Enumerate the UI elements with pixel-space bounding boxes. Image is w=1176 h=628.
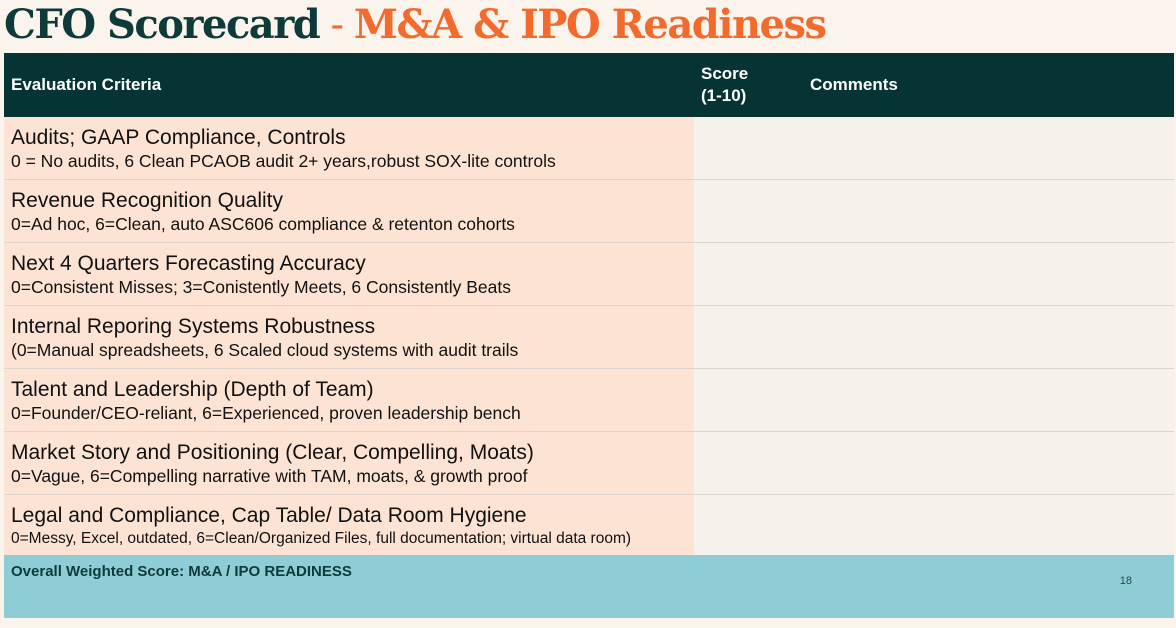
comments-cell[interactable]: [804, 369, 1174, 431]
table-row: Market Story and Positioning (Clear, Com…: [4, 432, 1174, 495]
criteria-cell: Legal and Compliance, Cap Table/ Data Ro…: [4, 495, 694, 555]
comments-cell[interactable]: [804, 117, 1174, 179]
criteria-description: 0 = No audits, 6 Clean PCAOB audit 2+ ye…: [11, 151, 556, 171]
criteria-name: Market Story and Positioning (Clear, Com…: [11, 441, 534, 464]
slide-title-separator: -: [319, 2, 354, 48]
comments-cell[interactable]: [804, 180, 1174, 242]
table-row: Audits; GAAP Compliance, Controls 0 = No…: [4, 117, 1174, 180]
page-number: 18: [1119, 575, 1132, 587]
criteria-description: 0=Consistent Misses; 3=Conistently Meets…: [11, 277, 511, 297]
score-cell[interactable]: [694, 369, 804, 431]
criteria-description: 0=Vague, 6=Compelling narrative with TAM…: [11, 466, 528, 486]
table-row: Internal Reporing Systems Robustness (0=…: [4, 306, 1174, 369]
criteria-description: (0=Manual spreadsheets, 6 Scaled cloud s…: [11, 340, 519, 360]
criteria-name: Next 4 Quarters Forecasting Accuracy: [11, 252, 366, 275]
header-score-line1: Score: [701, 64, 749, 83]
table-row: Legal and Compliance, Cap Table/ Data Ro…: [4, 495, 1174, 555]
table-row: Revenue Recognition Quality 0=Ad hoc, 6=…: [4, 180, 1174, 243]
score-cell[interactable]: [694, 306, 804, 368]
criteria-cell: Revenue Recognition Quality 0=Ad hoc, 6=…: [4, 180, 694, 242]
criteria-name: Internal Reporing Systems Robustness: [11, 315, 376, 338]
criteria-description: 0=Ad hoc, 6=Clean, auto ASC606 complianc…: [11, 214, 515, 234]
slide-title-subtitle: M&A & IPO Readiness: [353, 1, 827, 48]
criteria-cell: Audits; GAAP Compliance, Controls 0 = No…: [4, 117, 694, 179]
header-comments: Comments: [810, 75, 898, 94]
table-row: Talent and Leadership (Depth of Team) 0=…: [4, 369, 1174, 432]
score-cell[interactable]: [694, 243, 804, 305]
slide-title: CFO Scorecard - M&A & IPO Readiness: [4, 0, 827, 52]
slide-title-main: CFO Scorecard: [4, 1, 321, 48]
criteria-name: Revenue Recognition Quality: [11, 189, 283, 212]
score-cell[interactable]: [694, 117, 804, 179]
comments-cell[interactable]: [804, 243, 1174, 305]
criteria-cell: Next 4 Quarters Forecasting Accuracy 0=C…: [4, 243, 694, 305]
header-evaluation-criteria: Evaluation Criteria: [11, 75, 162, 94]
overall-score-label: Overall Weighted Score: M&A / IPO READIN…: [11, 563, 352, 580]
criteria-description: 0=Messy, Excel, outdated, 6=Clean/Organi…: [11, 530, 632, 547]
score-cell[interactable]: [694, 432, 804, 494]
comments-cell[interactable]: [804, 495, 1174, 555]
header-score-line2: (1-10): [701, 86, 747, 105]
criteria-cell: Talent and Leadership (Depth of Team) 0=…: [4, 369, 694, 431]
criteria-name: Talent and Leadership (Depth of Team): [11, 378, 374, 401]
criteria-cell: Internal Reporing Systems Robustness (0=…: [4, 306, 694, 368]
header-score: Score (1-10): [701, 63, 781, 107]
criteria-name: Legal and Compliance, Cap Table/ Data Ro…: [11, 504, 527, 527]
comments-cell[interactable]: [804, 306, 1174, 368]
criteria-cell: Market Story and Positioning (Clear, Com…: [4, 432, 694, 494]
table-row: Next 4 Quarters Forecasting Accuracy 0=C…: [4, 243, 1174, 306]
comments-cell[interactable]: [804, 432, 1174, 494]
score-cell[interactable]: [694, 180, 804, 242]
scorecard-table: Evaluation Criteria Score (1-10) Comment…: [4, 53, 1174, 618]
score-cell[interactable]: [694, 495, 804, 555]
criteria-description: 0=Founder/CEO-reliant, 6=Experienced, pr…: [11, 403, 521, 423]
table-header: Evaluation Criteria Score (1-10) Comment…: [4, 53, 1174, 117]
criteria-name: Audits; GAAP Compliance, Controls: [11, 126, 346, 149]
overall-score-row: Overall Weighted Score: M&A / IPO READIN…: [4, 555, 1174, 618]
